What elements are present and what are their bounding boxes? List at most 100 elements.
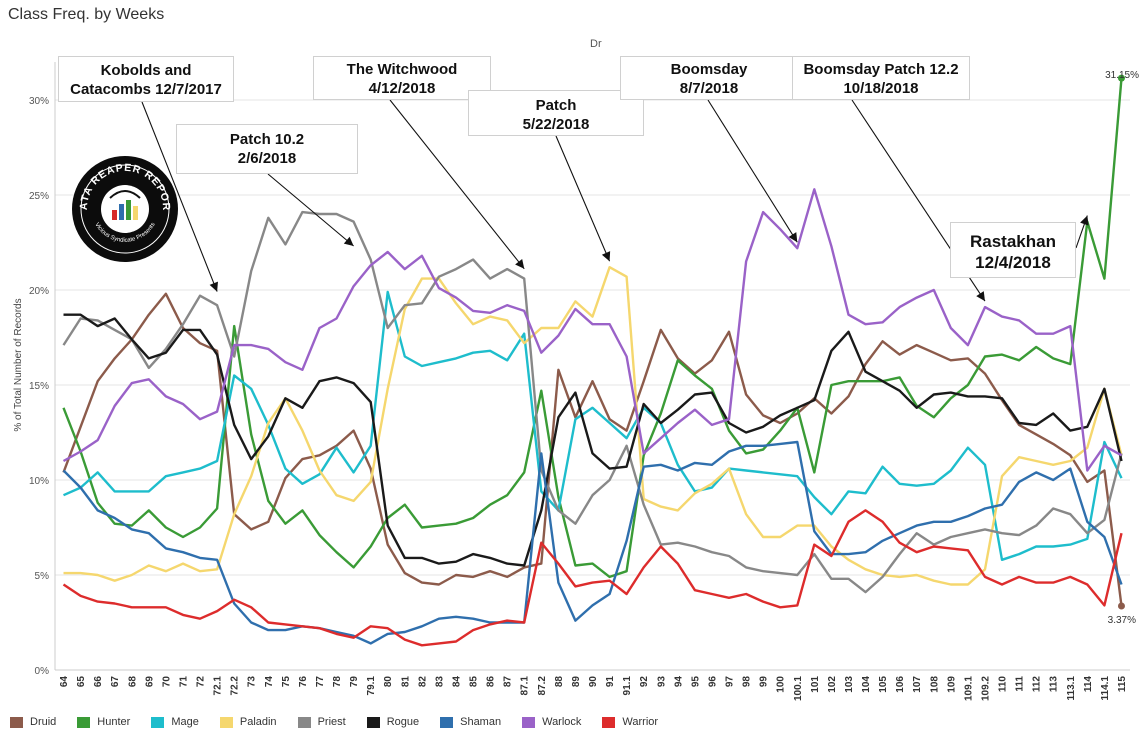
legend-label: Paladin: [239, 716, 277, 728]
x-tick-label: 86: [486, 676, 497, 688]
series-line-paladin: [63, 266, 1123, 586]
annotation-arrow: [267, 173, 354, 247]
x-tick-label: 104: [861, 676, 872, 693]
x-tick-label: 79.1: [366, 676, 377, 696]
annotation-witchwood: The Witchwood 4/12/2018: [313, 56, 491, 100]
x-tick-label: 71: [178, 676, 189, 688]
x-tick-label: 109: [946, 676, 957, 693]
x-tick-label: 87: [503, 676, 514, 688]
column-header: Dr: [590, 38, 602, 50]
y-axis: 0% 5% 10% 15% 20% 25% 30%: [29, 96, 49, 677]
x-tick-label: 114: [1083, 676, 1094, 693]
x-tick-label: 96: [707, 676, 718, 688]
annotation-arrow: [389, 99, 525, 270]
x-tick-label: 109.1: [963, 676, 974, 701]
y-tick-label: 30%: [29, 96, 49, 107]
y-tick-label: 5%: [35, 571, 50, 582]
x-tick-label: 99: [759, 676, 770, 688]
x-tick-label: 68: [127, 676, 138, 688]
annotation-patch-5-22: Patch 5/22/2018: [468, 90, 644, 136]
x-tick-label: 72.1: [213, 676, 224, 696]
chart-title: Class Freq. by Weeks: [8, 6, 165, 23]
x-tick-label: 87.2: [537, 676, 548, 696]
annotation-arrowhead: [1080, 215, 1089, 226]
x-tick-label: 101: [810, 676, 821, 693]
legend-swatch: [151, 716, 165, 728]
x-tick-label: 90: [588, 676, 599, 688]
x-tick-label: 114.1: [1100, 676, 1111, 701]
legend-label: Warlock: [542, 716, 582, 728]
legend-label: Hunter: [97, 716, 131, 728]
x-tick-label: 72.2: [230, 676, 241, 696]
annotation-patch-10-2: Patch 10.2 2/6/2018: [176, 124, 358, 174]
x-tick-label: 87.1: [520, 676, 531, 696]
x-tick-label: 103: [844, 676, 855, 693]
legend-item-hunter[interactable]: Hunter: [77, 712, 130, 732]
legend-swatch: [10, 716, 23, 728]
series-line-shaman: [62, 440, 1123, 645]
legend-item-mage[interactable]: Mage: [151, 712, 199, 732]
x-tick-label: 79: [349, 676, 360, 688]
x-tick-label: 107: [912, 676, 923, 693]
x-axis: 64 65 66 67 68 69 70 71 72 72.1 72.2 73 74 75 76 77 78 79…: [59, 676, 1128, 701]
y-axis-label: % of Total Number of Records: [13, 298, 24, 431]
legend-item-paladin[interactable]: Paladin: [219, 712, 277, 732]
legend-item-druid[interactable]: Druid: [10, 712, 56, 732]
x-tick-label: 85: [469, 676, 480, 688]
x-tick-label: 88: [554, 676, 565, 688]
data-label-hunter-last: 31.15%: [1105, 70, 1139, 81]
data-reaper-logo: DATA REAPER REPORT Vicious Syndicate Pre…: [70, 154, 178, 262]
legend-label: Shaman: [460, 716, 502, 728]
x-tick-label: 89: [571, 676, 582, 688]
x-tick-label: 75: [281, 676, 292, 688]
legend-item-priest[interactable]: Priest: [297, 712, 346, 732]
x-tick-label: 91.1: [622, 676, 633, 696]
legend-swatch: [297, 716, 311, 728]
legend-label: Priest: [317, 716, 346, 728]
x-tick-label: 66: [93, 676, 104, 688]
annotation-arrowhead: [788, 232, 798, 243]
x-tick-label: 95: [690, 676, 701, 688]
annotation-boomsday-patch: Boomsday Patch 12.2 10/18/2018: [792, 56, 970, 100]
y-tick-label: 0%: [35, 666, 50, 677]
end-point-druid: [1117, 602, 1125, 610]
x-tick-label: 69: [144, 676, 155, 688]
x-tick-label: 113: [1049, 676, 1060, 693]
legend-label: Warrior: [622, 716, 659, 728]
x-tick-label: 106: [895, 676, 906, 693]
legend-item-warlock[interactable]: Warlock: [522, 712, 581, 732]
legend-item-shaman[interactable]: Shaman: [440, 712, 501, 732]
annotation-arrow: [141, 101, 218, 292]
x-tick-label: 109.2: [980, 676, 991, 701]
series-line-hunter: [62, 77, 1123, 579]
x-tick-label: 100.1: [793, 676, 804, 701]
series-line-mage: [63, 290, 1123, 561]
annotation-arrowhead: [343, 236, 354, 246]
x-tick-label: 98: [742, 676, 753, 688]
x-tick-label: 72: [196, 676, 207, 688]
legend-swatch: [366, 716, 380, 728]
legend-label: Rogue: [386, 716, 420, 728]
x-tick-label: 74: [264, 676, 275, 688]
annotation-arrow: [555, 135, 611, 262]
annotation-arrowhead: [515, 258, 525, 269]
x-tick-label: 83: [434, 676, 445, 688]
series-line-rogue: [63, 313, 1123, 567]
annotation-boomsday: Boomsday 8/7/2018: [620, 56, 798, 100]
x-tick-label: 67: [110, 676, 121, 688]
x-tick-label: 110: [998, 676, 1009, 693]
x-tick-label: 76: [298, 676, 309, 688]
annotation-arrowhead: [976, 291, 985, 302]
x-tick-label: 91: [605, 676, 616, 688]
legend-item-warrior[interactable]: Warrior: [602, 712, 658, 732]
x-tick-label: 100: [776, 676, 787, 693]
series-line-warlock: [62, 188, 1123, 472]
x-tick-label: 112: [1032, 676, 1043, 693]
legend-swatch: [522, 716, 536, 728]
legend-item-rogue[interactable]: Rogue: [366, 712, 420, 732]
legend-swatch: [77, 716, 91, 728]
x-tick-label: 94: [673, 676, 684, 688]
legend: Druid Hunter Mage Paladin Priest Rogue Shaman W…: [10, 712, 679, 732]
x-tick-label: 115: [1117, 676, 1128, 693]
